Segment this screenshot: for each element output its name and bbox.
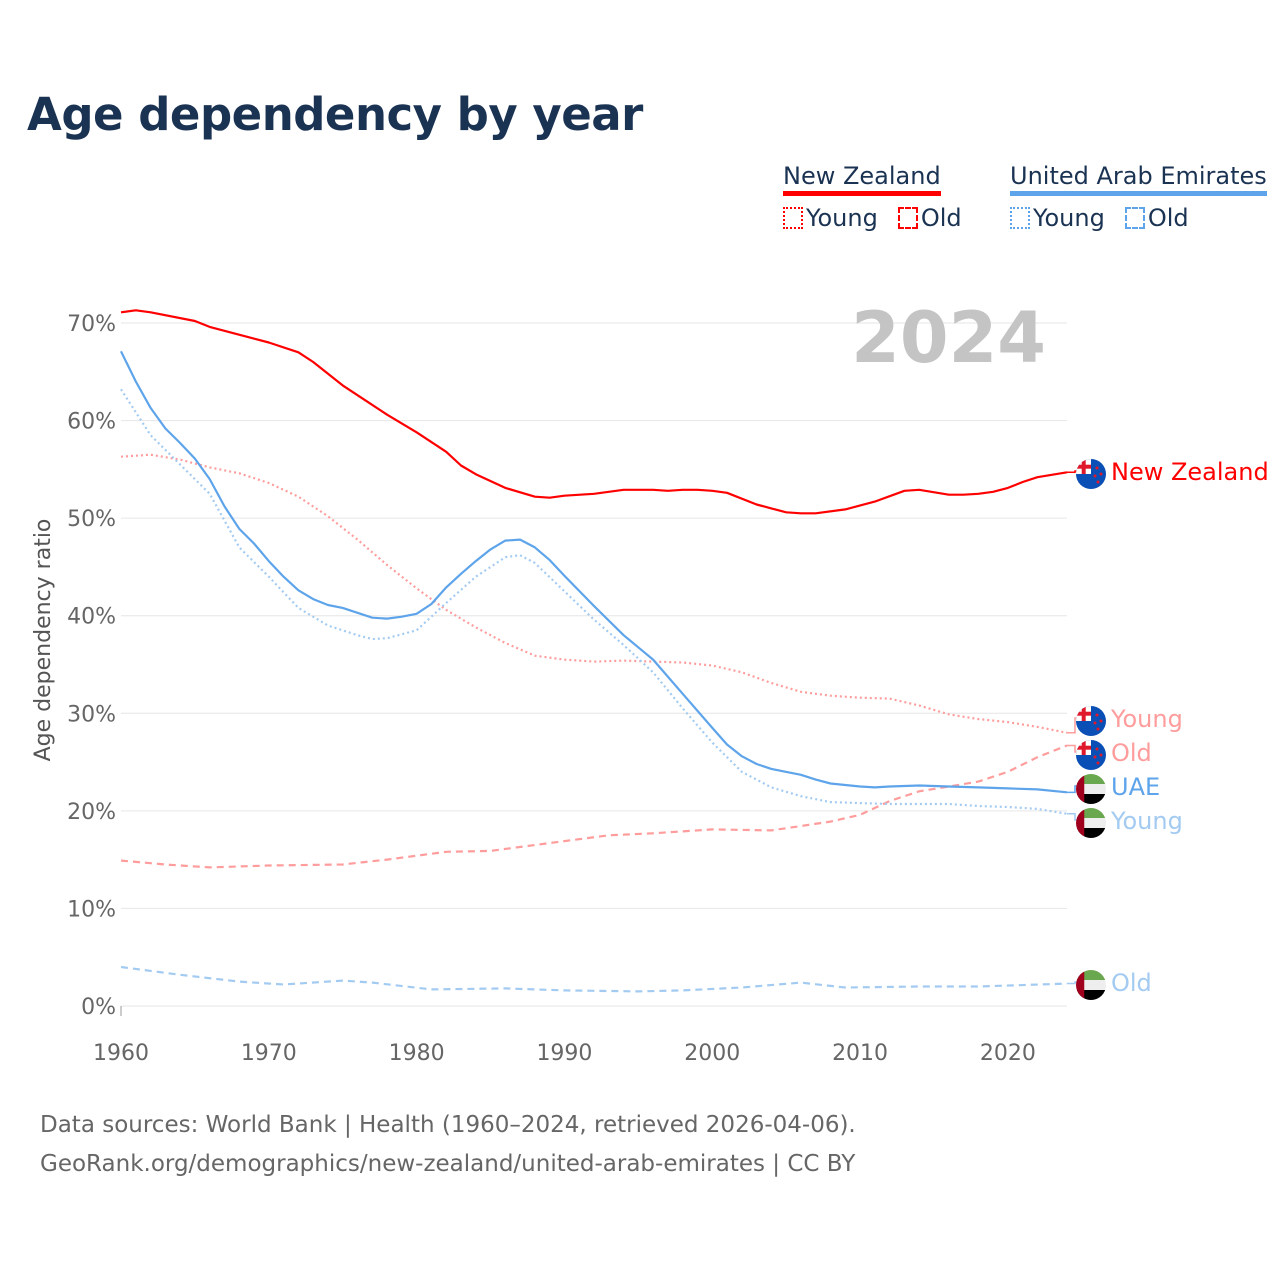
uae-flag-icon — [1076, 808, 1106, 838]
series-line-new-zealand-young — [120, 453, 1068, 734]
y-tick-label: 60% — [67, 410, 116, 435]
legend-new-zealand[interactable]: New Zealand Young Old — [783, 162, 976, 232]
series-end-label: Young — [1110, 705, 1183, 733]
series-line-united-arab-emirates-old — [120, 965, 1068, 993]
legend-country-label: United Arab Emirates — [1010, 162, 1267, 196]
x-tick-label: 1990 — [536, 1041, 592, 1066]
x-tick-label: 2000 — [684, 1041, 740, 1066]
chart-title: Age dependency by year — [27, 88, 643, 141]
x-tick-label: 2020 — [980, 1041, 1036, 1066]
series-end-label: Young — [1110, 807, 1183, 835]
end-labels: New Zealand Young Old UAE Young Old — [1067, 458, 1269, 1000]
y-tick-label: 70% — [67, 312, 116, 337]
uae-flag-icon — [1076, 774, 1106, 804]
series-end-label: UAE — [1111, 773, 1160, 801]
y-tick-label: 40% — [67, 605, 116, 630]
dashed-swatch-icon — [897, 207, 918, 229]
dotted-swatch-icon — [1010, 207, 1030, 229]
x-tick-label: 1960 — [93, 1041, 149, 1066]
new-zealand-flag-icon — [1076, 706, 1106, 736]
series-lines — [120, 309, 1068, 993]
y-axis-ticks: 0% 10% 20% 30% 40% 50% 60% 70% — [67, 312, 116, 1020]
legend-item-uae-old[interactable]: Old — [1124, 204, 1189, 232]
source-note: Data sources: World Bank | Health (1960–… — [40, 1106, 856, 1184]
dashed-swatch-icon — [1124, 207, 1145, 229]
gridlines — [121, 322, 1067, 1007]
series-line-united-arab-emirates — [120, 350, 1068, 794]
year-badge: 2024 — [851, 297, 1046, 379]
legend-item-label: Old — [1147, 204, 1189, 232]
series-line-new-zealand — [120, 309, 1068, 515]
series-line-united-arab-emirates-young — [120, 388, 1068, 815]
y-tick-label: 10% — [67, 897, 116, 922]
dotted-swatch-icon — [783, 207, 803, 229]
legend-item-uae-young[interactable]: Young — [1010, 204, 1105, 232]
uae-flag-icon — [1076, 970, 1106, 1000]
source-line: Data sources: World Bank | Health (1960–… — [40, 1112, 856, 1138]
legend-country-label: New Zealand — [783, 162, 941, 196]
y-tick-label: 50% — [67, 507, 116, 532]
series-end-label: Old — [1111, 739, 1152, 767]
series-end-label: New Zealand — [1111, 458, 1269, 486]
legend-uae[interactable]: United Arab Emirates Young Old — [1010, 162, 1267, 232]
x-axis-ticks: 1960 1970 1980 1990 2000 2010 2020 — [93, 1006, 1036, 1066]
y-tick-label: 0% — [81, 995, 116, 1020]
y-axis-label: Age dependency ratio — [31, 519, 56, 762]
legend-item-label: Young — [806, 204, 878, 232]
x-tick-label: 1970 — [241, 1041, 297, 1066]
legend-item-label: Old — [920, 204, 962, 232]
legend-item-nz-old[interactable]: Old — [897, 204, 962, 232]
source-url[interactable]: GeoRank.org/demographics/new-zealand/uni… — [40, 1151, 856, 1177]
y-tick-label: 30% — [67, 702, 116, 727]
x-tick-label: 1980 — [389, 1041, 445, 1066]
legend-item-label: Young — [1033, 204, 1105, 232]
x-tick-label: 2010 — [832, 1041, 888, 1066]
legend-item-nz-young[interactable]: Young — [783, 204, 878, 232]
series-end-label: Old — [1111, 969, 1152, 997]
y-tick-label: 20% — [67, 800, 116, 825]
new-zealand-flag-icon — [1076, 459, 1106, 489]
series-line-new-zealand-old — [120, 744, 1068, 869]
new-zealand-flag-icon — [1076, 740, 1106, 770]
